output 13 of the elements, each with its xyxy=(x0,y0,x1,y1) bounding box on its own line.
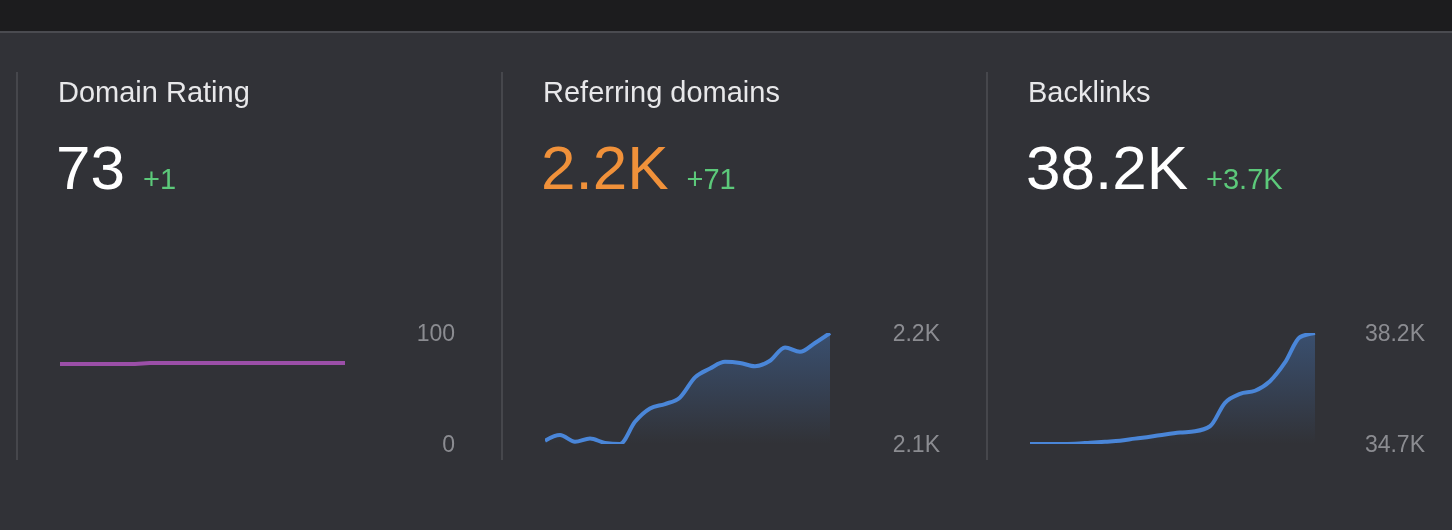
chart-title: Domain Rating xyxy=(58,76,250,109)
y-tick-label: 2.1K xyxy=(892,431,941,457)
y-tick-label: 34.7K xyxy=(1364,431,1426,457)
text: +1 xyxy=(142,163,177,196)
chart-title: Backlinks xyxy=(1028,76,1151,109)
y-tick-label: 0 xyxy=(442,431,455,457)
chart-subtitle: 73 xyxy=(56,132,125,203)
text: +71 xyxy=(686,163,736,196)
chart-title: Referring domains xyxy=(543,76,780,109)
chart-subtitle: 2.2K xyxy=(541,132,669,203)
y-tick-label: 100 xyxy=(416,320,455,346)
text: +3.7K xyxy=(1206,163,1283,196)
chart-subtitle: 38.2K xyxy=(1026,132,1189,203)
